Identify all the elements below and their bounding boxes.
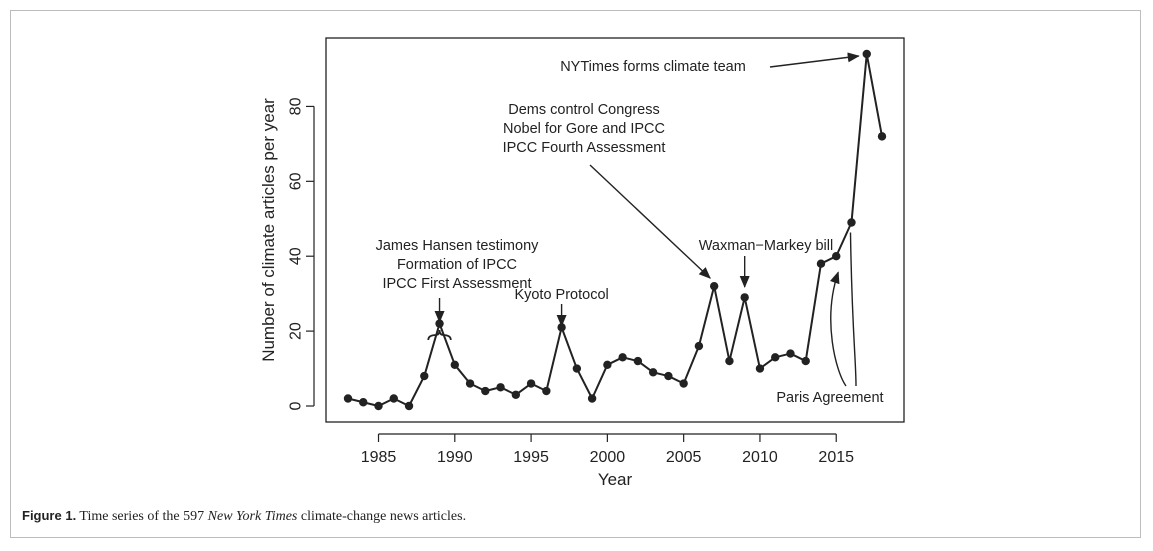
x-tick-label: 2015 <box>818 449 854 466</box>
data-point <box>542 386 551 396</box>
data-point <box>786 349 795 358</box>
data-point <box>816 259 826 268</box>
data-point <box>603 360 612 370</box>
annotation-text: Kyoto Protocol <box>514 287 608 303</box>
data-point <box>420 371 429 381</box>
annotation-text: Nobel for Gore and IPCC <box>503 121 665 137</box>
data-point <box>740 293 749 302</box>
data-point <box>496 383 505 392</box>
data-point <box>374 401 383 411</box>
data-point <box>725 356 734 366</box>
data-point <box>389 394 398 403</box>
annotation-text: IPCC First Assessment <box>382 276 531 292</box>
data-point <box>465 379 475 388</box>
data-point <box>664 371 673 381</box>
annotation-text: James Hansen testimony <box>376 238 540 254</box>
data-point <box>648 368 658 377</box>
data-point <box>709 281 719 291</box>
annotation-text: Formation of IPCC <box>397 257 517 273</box>
data-point <box>694 341 704 351</box>
data-point <box>404 401 414 411</box>
figure-caption: Figure 1. Time series of the 597 New Yor… <box>22 508 466 525</box>
caption-text-after: climate-change news articles. <box>297 509 467 524</box>
data-point <box>572 364 582 373</box>
annotation-text: Dems control Congress <box>508 102 660 118</box>
y-tick-label: 0 <box>288 401 305 410</box>
data-point <box>511 390 521 399</box>
caption-label: Figure 1. <box>22 508 77 523</box>
x-tick-label: 1995 <box>513 449 549 466</box>
caption-text-before: Time series of the 597 <box>76 509 208 524</box>
y-tick-label: 40 <box>288 247 305 265</box>
x-tick-label: 2010 <box>742 449 778 466</box>
data-point <box>862 49 871 59</box>
annotation-text: Waxman−Markey bill <box>699 238 833 254</box>
data-point <box>633 356 643 366</box>
figure-frame <box>10 10 1141 538</box>
data-point <box>801 356 810 366</box>
y-tick-label: 60 <box>288 172 305 190</box>
x-axis-title: Year <box>598 470 633 489</box>
y-tick-label: 80 <box>288 97 305 115</box>
annotations: NYTimes forms climate team Dems control C… <box>376 52 884 406</box>
fourth-assessment-arrow <box>589 164 711 279</box>
annotation-text: IPCC Fourth Assessment <box>503 140 666 156</box>
y-axis: 0 20 40 60 80 <box>288 97 315 410</box>
x-tick-label: 2000 <box>590 449 626 466</box>
data-point <box>771 353 780 362</box>
x-tick-label: 1990 <box>437 449 473 466</box>
data-point <box>526 379 536 388</box>
nytimes-arrow <box>769 52 860 68</box>
data-point <box>877 132 887 141</box>
data-point <box>847 218 856 227</box>
paris-arrow-2016 <box>849 232 857 387</box>
data-point <box>359 398 368 407</box>
plot-area <box>325 37 905 423</box>
data-point <box>679 379 688 388</box>
data-point <box>755 364 765 373</box>
annotation-text: NYTimes forms climate team <box>560 59 746 75</box>
hansen-bracket <box>427 329 452 341</box>
data-point <box>481 386 490 396</box>
caption-emphasis: New York Times <box>207 509 298 524</box>
x-tick-label: 1985 <box>361 449 397 466</box>
data-point <box>343 394 353 403</box>
series <box>343 49 887 411</box>
data-point <box>587 394 597 403</box>
y-tick-label: 20 <box>288 322 305 340</box>
data-point <box>450 360 459 370</box>
x-tick-label: 2005 <box>666 449 702 466</box>
paris-arrow-2015 <box>829 271 847 387</box>
data-point <box>618 353 627 362</box>
y-axis-title: Number of climate articles per year <box>259 98 278 362</box>
data-point <box>832 252 841 261</box>
x-axis: 1985 1990 1995 2000 2005 2010 2015 <box>361 433 854 466</box>
annotation-text: Paris Agreement <box>776 390 883 406</box>
